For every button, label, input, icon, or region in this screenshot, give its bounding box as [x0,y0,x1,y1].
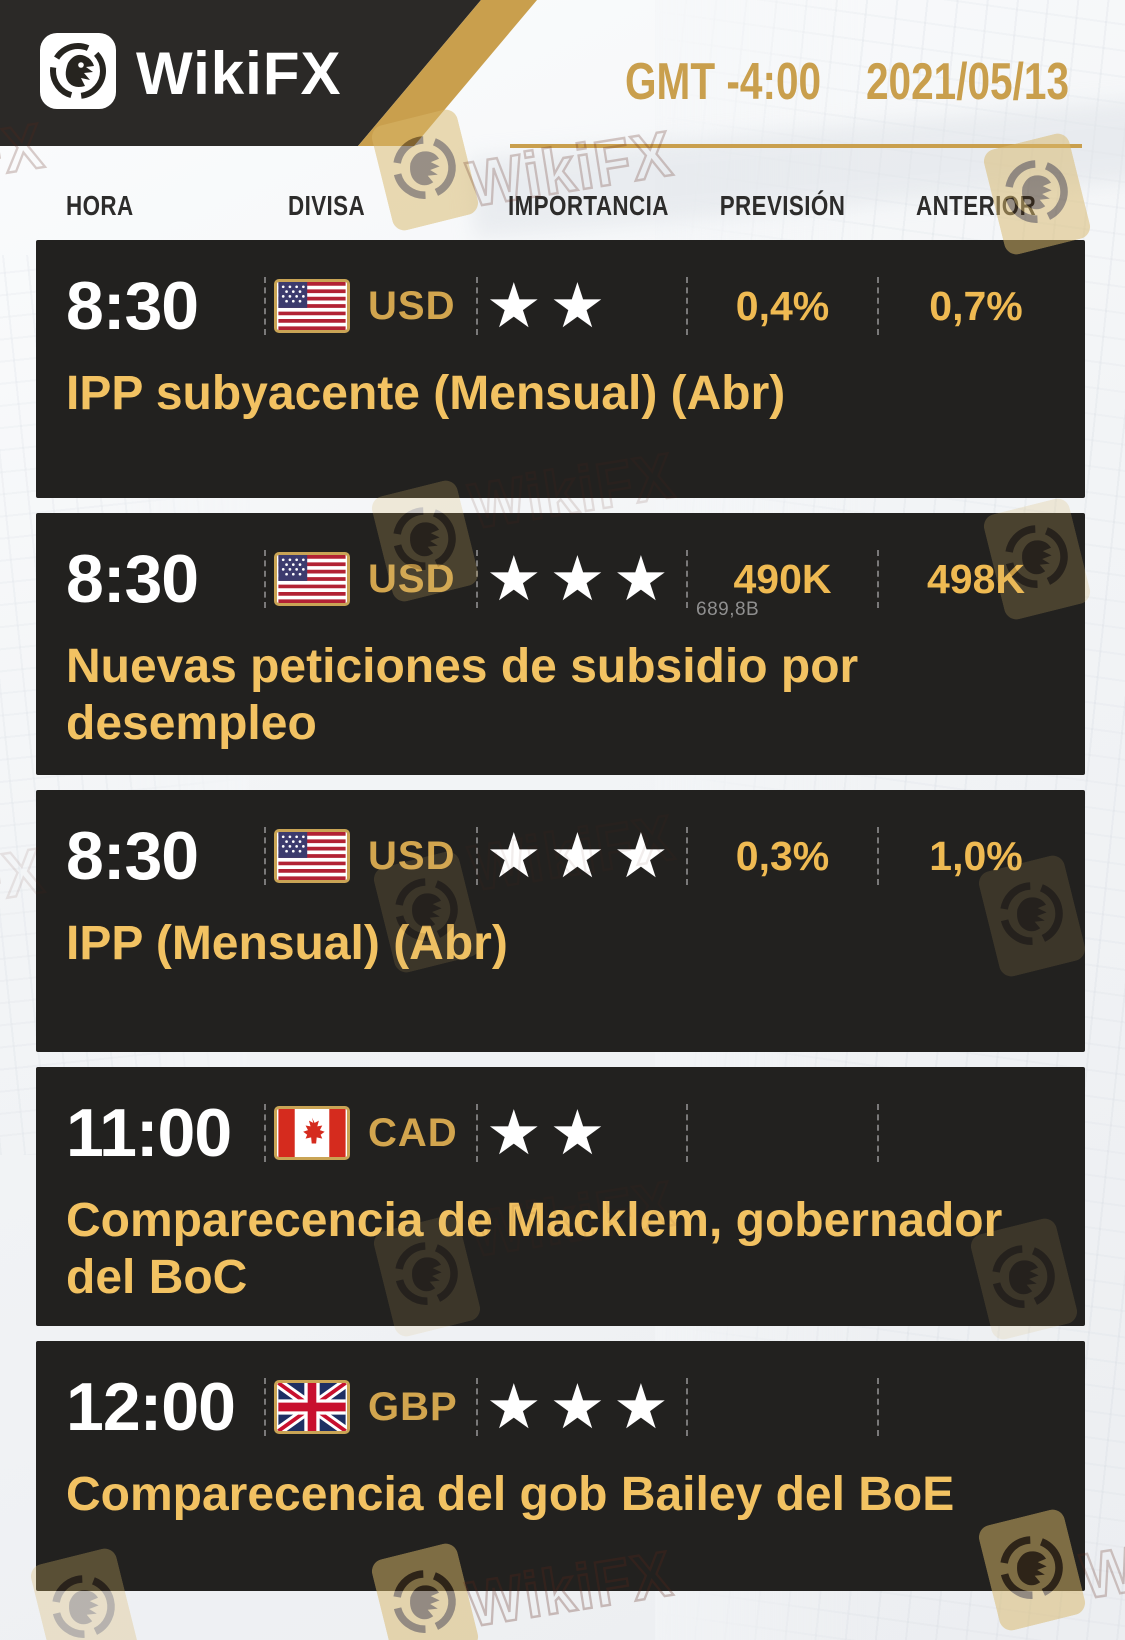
header-underline [510,144,1082,148]
uk-flag-icon [274,1380,350,1435]
divider [686,550,688,608]
event-card: 8:30 USD ★★★ 490K 4 [36,513,1085,775]
currency-code: GBP [368,1384,458,1429]
us-flag-icon [274,829,350,883]
divider [264,1104,266,1162]
event-time: 8:30 [66,541,199,617]
wikifx-logo-icon [40,33,116,114]
divider [264,827,266,885]
divider [686,1104,688,1162]
importance-stars: ★★ [486,269,614,342]
event-title: IPP subyacente (Mensual) (Abr) [66,367,786,420]
note-value: 689,8B [696,599,760,620]
importance-stars: ★★ [486,1096,614,1169]
column-hora: HORA [66,190,134,221]
date-label: 2021/05/13 [866,53,1070,111]
event-time: 8:30 [66,268,199,344]
divider [476,1378,478,1437]
brand: WikiFX [40,33,341,114]
importance-stars: ★★★ [486,819,677,892]
event-card: 8:30 USD ★★ 0,4% 0, [36,240,1085,498]
divider [476,550,478,608]
event-title: Comparecencia de Macklem, gobernador del… [66,1194,1003,1304]
us-flag-icon [274,279,350,333]
event-card: 11:00 CAD ★★ Compar [36,1067,1085,1327]
divider [877,827,879,885]
event-title: Comparecencia del gob Bailey del BoE [66,1468,955,1522]
event-title: IPP (Mensual) (Abr) [66,917,508,970]
importance-stars: ★★★ [486,1370,677,1444]
column-importancia: IMPORTANCIA [508,190,669,221]
currency-code: USD [368,833,456,878]
divider [686,1378,688,1437]
timezone-label: GMT -4:00 [625,53,822,111]
importance-stars: ★★★ [486,542,677,615]
divider [686,827,688,885]
divider [877,277,879,335]
divider [264,1378,266,1437]
event-time: 11:00 [66,1095,232,1171]
column-headers: HORA DIVISA IMPORTANCIA PREVISIÓN ANTERI… [36,190,1085,222]
currency-code: CAD [368,1110,458,1155]
column-prevision: PREVISIÓN [719,190,846,221]
currency-code: USD [368,283,456,328]
divider [877,550,879,608]
column-divisa: DIVISA [288,190,366,221]
divider [476,1104,478,1162]
previous-value: 498K [926,555,1025,602]
canada-flag-icon [274,1106,350,1160]
previous-value: 0,7% [929,282,1023,329]
forecast-value: 0,4% [735,282,830,329]
event-list: 8:30 USD ★★ 0,4% 0, [36,240,1085,1606]
column-anterior: ANTERIOR [915,190,1037,221]
event-time: 12:00 [66,1369,236,1446]
us-flag-icon [274,552,350,606]
currency-code: USD [368,556,456,601]
divider [686,277,688,335]
forecast-value: 0,3% [735,832,830,879]
event-time: 8:30 [66,818,199,894]
divider [877,1378,879,1437]
event-card: 12:00 GBP ★★★ [36,1341,1085,1592]
divider [476,827,478,885]
event-card: 8:30 USD ★★★ 0,3% 1 [36,790,1085,1052]
event-title: Nuevas peticiones de subsidio por desemp… [66,640,859,750]
divider [476,277,478,335]
previous-value: 1,0% [929,832,1023,879]
brand-name: WikiFX [136,40,342,107]
forecast-value: 490K [733,555,832,602]
divider [264,550,266,608]
divider [877,1104,879,1162]
divider [264,277,266,335]
